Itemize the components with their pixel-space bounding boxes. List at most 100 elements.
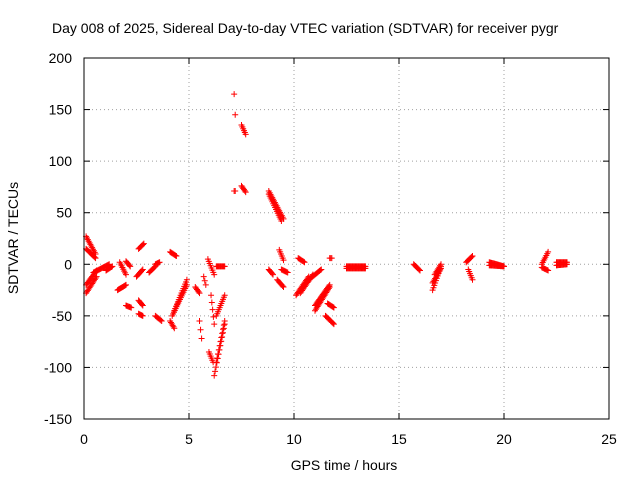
data-point <box>216 342 223 349</box>
data-point <box>211 321 218 328</box>
data-point <box>300 258 307 265</box>
data-point <box>123 281 129 288</box>
data-point <box>92 255 99 262</box>
data-point <box>202 281 209 288</box>
data-point <box>108 263 115 270</box>
data-point <box>280 283 287 290</box>
data-point <box>325 283 332 290</box>
grid-lines <box>84 58 609 419</box>
data-point <box>196 290 203 297</box>
data-point <box>242 189 249 196</box>
data-point <box>213 359 220 366</box>
y-tick-label: 0 <box>64 256 72 272</box>
data-point <box>416 266 423 273</box>
y-tick-label: 150 <box>49 102 73 118</box>
data-point <box>318 266 325 273</box>
data-point <box>469 253 476 260</box>
data-point <box>301 259 308 266</box>
data-point <box>219 330 226 337</box>
data-point <box>330 304 336 311</box>
data-point <box>417 267 423 274</box>
data-point <box>156 259 163 266</box>
data-point <box>501 263 507 270</box>
y-tick-label: 100 <box>49 153 73 169</box>
data-point <box>328 255 335 262</box>
data-point <box>232 188 239 195</box>
data-point <box>139 302 146 309</box>
data-point <box>183 276 190 283</box>
data-point <box>158 318 165 325</box>
data-point <box>468 253 475 260</box>
data-point <box>221 263 228 270</box>
data-point <box>564 261 570 268</box>
data-point <box>545 267 552 274</box>
data-point <box>241 187 248 194</box>
x-tick-label: 25 <box>601 431 617 447</box>
data-point <box>196 318 203 325</box>
x-tick-label: 10 <box>286 431 302 447</box>
data-point <box>172 252 179 259</box>
data-point <box>284 269 291 276</box>
data-point <box>91 254 98 261</box>
data-point <box>221 292 228 299</box>
data-point <box>208 292 215 299</box>
data-point <box>122 282 129 289</box>
data-point <box>242 131 249 138</box>
data-point <box>362 265 369 272</box>
y-tick-label: -50 <box>52 308 72 324</box>
data-point <box>139 312 146 319</box>
x-axis-label: GPS time / hours <box>291 457 398 473</box>
data-point <box>270 271 276 278</box>
data-point <box>212 368 219 375</box>
data-point <box>127 263 134 270</box>
data-point <box>138 267 145 274</box>
data-point <box>218 334 225 341</box>
data-point <box>201 277 208 284</box>
data-point <box>173 253 180 260</box>
data-point <box>438 261 444 268</box>
data-point <box>217 338 224 345</box>
data-point <box>208 299 215 306</box>
data-point <box>278 217 285 224</box>
data-point <box>128 304 135 311</box>
data-point <box>330 321 337 328</box>
y-axis-label: SDTVAR / TECUs <box>5 182 21 294</box>
data-point <box>157 317 164 324</box>
data-point <box>195 288 202 295</box>
data-point <box>545 248 552 255</box>
data-point <box>221 318 228 325</box>
data-point <box>211 271 218 278</box>
chart-title: Day 008 of 2025, Sidereal Day-to-day VTE… <box>52 20 559 36</box>
data-point <box>200 273 207 280</box>
data-point <box>326 281 333 288</box>
y-tick-label: -150 <box>44 411 72 427</box>
data-point <box>126 262 133 269</box>
data-point <box>210 313 217 320</box>
data-point <box>269 270 276 277</box>
plot-frame <box>83 57 610 420</box>
y-tick-label: 200 <box>49 50 73 66</box>
data-point <box>330 320 337 327</box>
data-point <box>140 240 147 247</box>
data-point <box>211 372 218 379</box>
x-tick-label: 5 <box>185 431 193 447</box>
data-point <box>170 323 177 330</box>
data-point <box>231 91 238 98</box>
data-points <box>83 91 570 379</box>
data-point <box>317 267 324 274</box>
data-point <box>139 241 146 248</box>
data-point <box>280 257 287 264</box>
y-tick-label: 50 <box>56 205 72 221</box>
data-point <box>198 335 205 342</box>
tick-labels: 0 5 10 15 20 25 -150 -100 -50 0 50 100 150 200 <box>44 50 617 447</box>
x-tick-label: 0 <box>80 431 88 447</box>
y-tick-label: -100 <box>44 359 72 375</box>
x-tick-label: 20 <box>496 431 512 447</box>
data-point <box>209 306 216 313</box>
data-point <box>123 271 129 278</box>
data-point <box>220 326 227 333</box>
data-point <box>214 351 221 358</box>
data-point <box>138 301 145 308</box>
